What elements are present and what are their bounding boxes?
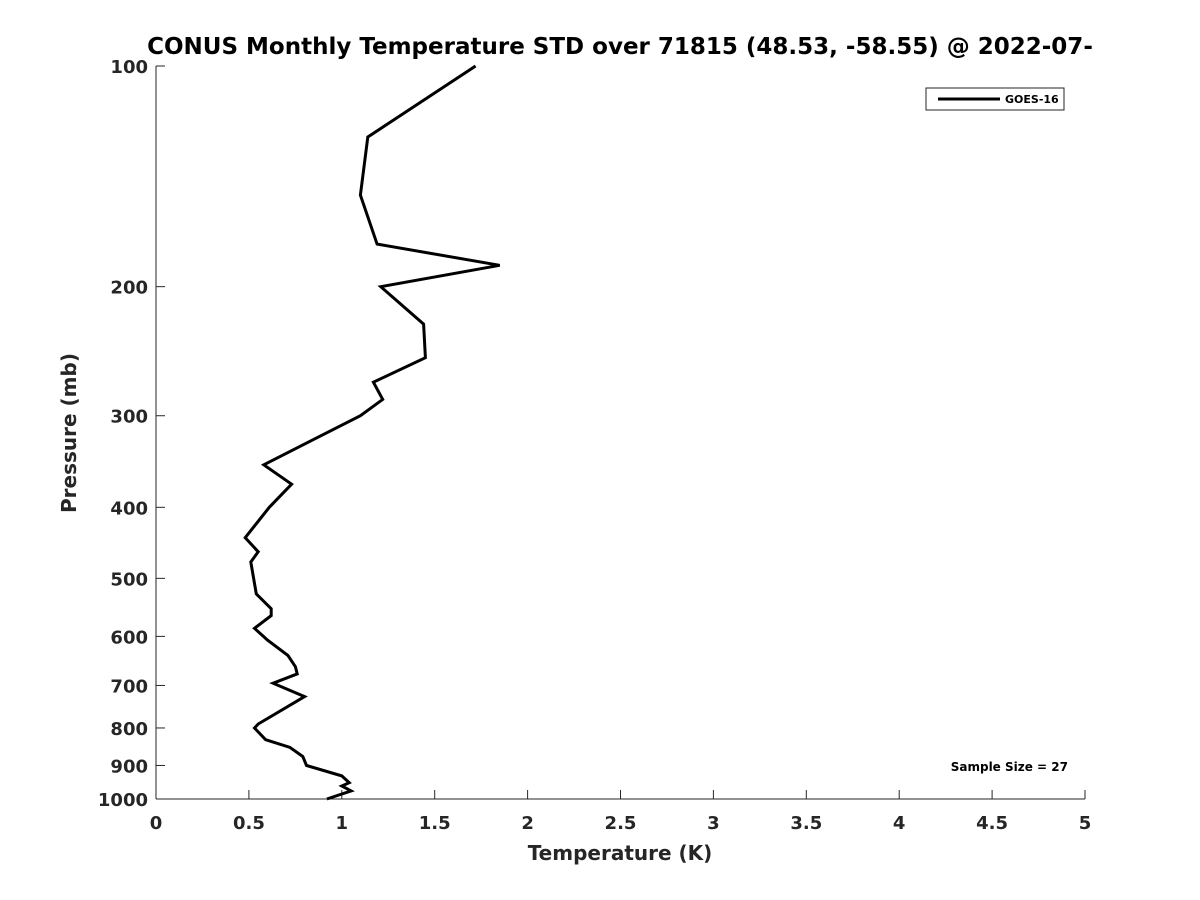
y-tick-label: 300	[110, 407, 148, 428]
plot-area: 0 0.5 1 1.5 2 2.5 3 3.5 4 4.5 5 100 200 300 400 500 600 7…	[98, 57, 1091, 834]
y-axis-label: Pressure (mb)	[57, 353, 81, 513]
x-tick-label: 2.5	[605, 813, 637, 834]
x-tick-label: 0	[150, 813, 163, 834]
chart-title: CONUS Monthly Temperature STD over 71815…	[147, 34, 1093, 60]
legend-label-goes-16: GOES-16	[1005, 93, 1059, 106]
series-line-goes-16	[243, 64, 500, 801]
x-axis-label: Temperature (K)	[528, 841, 713, 865]
y-tick-label: 500	[110, 569, 148, 590]
sample-size-annotation: Sample Size = 27	[951, 760, 1068, 774]
x-tick-label: 4.5	[976, 813, 1008, 834]
y-tick-label: 700	[110, 676, 148, 697]
x-tick-label: 2	[521, 813, 534, 834]
x-tick-label: 1.5	[419, 813, 451, 834]
y-tick-label: 200	[110, 278, 148, 299]
y-tick-label: 400	[110, 498, 148, 519]
x-tick-label: 1	[336, 813, 349, 834]
x-tick-label: 5	[1079, 813, 1092, 834]
x-tick-label: 0.5	[233, 813, 265, 834]
legend: GOES-16	[925, 87, 1065, 111]
y-tick-label: 100	[110, 57, 148, 78]
y-tick-label: 900	[110, 756, 148, 777]
x-tick-label: 3.5	[790, 813, 822, 834]
x-tick-label: 4	[893, 813, 906, 834]
y-tick-label: 600	[110, 627, 148, 648]
y-tick-label: 800	[110, 719, 148, 740]
x-tick-label: 3	[707, 813, 720, 834]
y-tick-label: 1000	[98, 790, 148, 811]
